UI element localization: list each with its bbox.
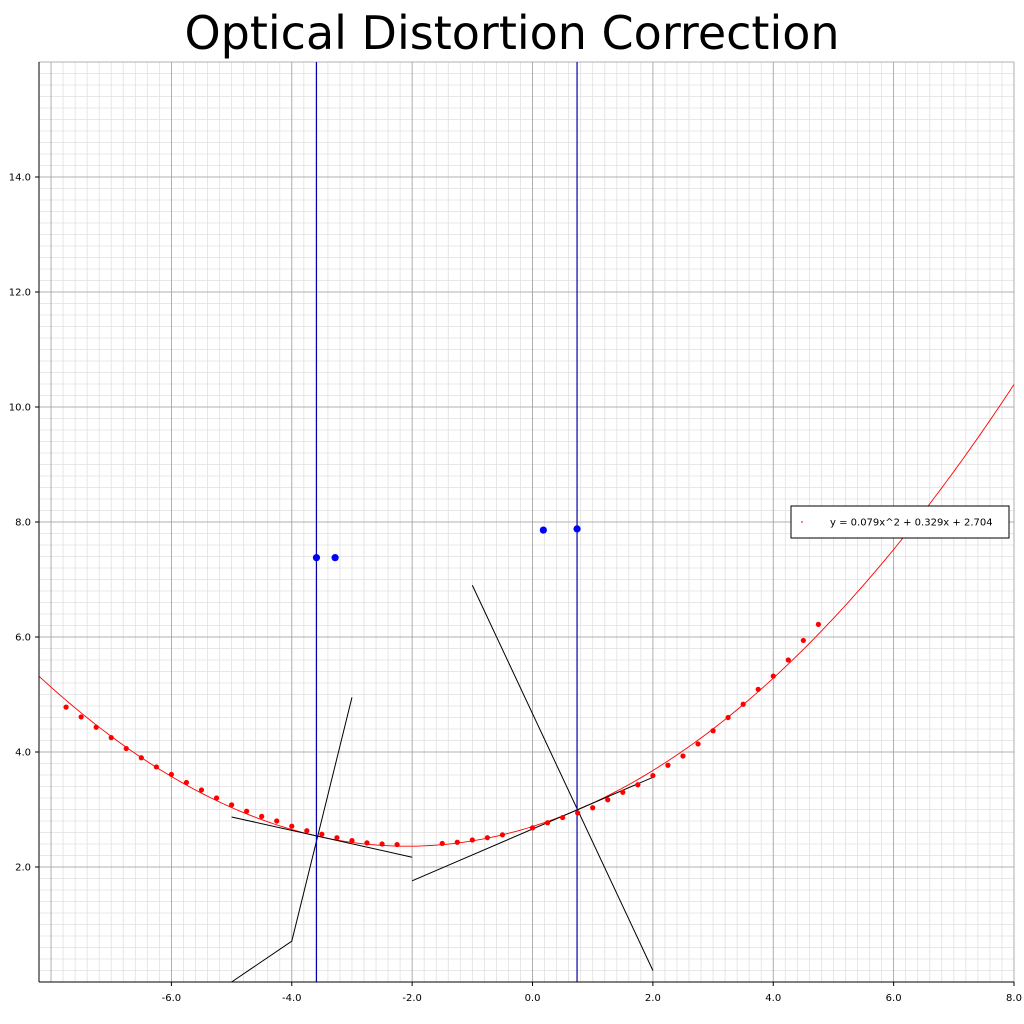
sample-point	[274, 818, 280, 824]
sample-point	[770, 673, 776, 679]
y-tick-label: 8.0	[15, 518, 31, 529]
sample-point	[665, 762, 671, 768]
sample-point	[364, 840, 370, 846]
legend-box	[790, 505, 1010, 539]
sample-point	[529, 825, 536, 831]
sample-point	[78, 714, 84, 720]
sample-point	[605, 797, 611, 803]
black-segments	[231, 585, 654, 983]
fit-curve-line	[38, 384, 1015, 847]
sample-point	[620, 789, 626, 795]
sample-point	[198, 787, 205, 793]
sample-point	[484, 835, 490, 841]
sample-point	[123, 745, 129, 752]
sample-point	[168, 771, 175, 778]
sample-point	[590, 805, 596, 811]
sample-point	[815, 621, 821, 627]
sample-point	[635, 782, 641, 788]
sample-point	[454, 839, 460, 845]
x-tick-label: -4.0	[282, 993, 302, 1004]
x-tick-label: 2.0	[645, 993, 661, 1004]
blue-marker	[312, 554, 321, 562]
sample-point	[93, 724, 99, 730]
legend: y = 0.079x^2 + 0.329x + 2.704	[790, 505, 1010, 539]
sample-point	[785, 657, 791, 663]
sample-point	[710, 728, 716, 734]
black-segment	[231, 816, 413, 858]
sample-point	[695, 741, 701, 747]
sample-point	[108, 735, 114, 741]
sample-point	[244, 808, 250, 814]
x-tick-label: 6.0	[886, 993, 902, 1004]
y-tick-label: 10.0	[9, 403, 31, 414]
sample-point	[334, 835, 340, 841]
sample-point	[213, 795, 220, 801]
y-tick-label: 12.0	[9, 288, 31, 299]
sample-point	[304, 828, 310, 834]
black-segment	[231, 697, 353, 983]
sample-point	[379, 841, 385, 847]
blue-marker	[573, 525, 581, 533]
sample-point	[63, 704, 69, 710]
sample-point	[800, 637, 806, 644]
y-tick-label: 2.0	[15, 863, 31, 874]
sample-point	[755, 686, 761, 692]
x-tick-label: -6.0	[162, 993, 182, 1004]
blue-markers	[312, 525, 581, 562]
sample-point	[319, 831, 325, 837]
y-tick-label: 14.0	[9, 173, 31, 184]
sample-point	[560, 814, 566, 821]
sample-point	[349, 837, 355, 844]
sample-point	[394, 841, 400, 848]
x-tick-labels: -6.0 -4.0 -2.0 0.0 2.0 4.0 6.0 8.0	[162, 982, 1022, 1004]
vertical-lines	[315, 62, 578, 982]
x-tick-label: -2.0	[402, 993, 422, 1004]
sample-point	[725, 714, 731, 721]
blue-marker	[539, 526, 547, 534]
blue-marker	[331, 554, 339, 562]
sample-point	[259, 813, 265, 820]
sample-point	[650, 772, 656, 779]
black-segment	[471, 585, 654, 971]
x-tick-label: 4.0	[765, 993, 781, 1004]
sample-point	[138, 755, 144, 761]
chart-title: Optical Distortion Correction	[184, 6, 840, 60]
sample-point	[183, 779, 190, 786]
sample-point	[439, 840, 445, 847]
fit-curve	[38, 384, 1015, 847]
sample-point	[575, 810, 581, 816]
sample-point	[680, 753, 686, 759]
y-tick-label: 6.0	[15, 633, 31, 644]
sample-point	[544, 820, 551, 826]
y-tick-labels: 2.0 4.0 6.0 8.0 10.0 12.0 14.0	[9, 173, 39, 874]
sample-point	[469, 837, 475, 843]
sample-point	[740, 701, 746, 707]
x-tick-label: 8.0	[1006, 993, 1022, 1004]
sample-points	[63, 621, 821, 848]
sample-point	[228, 802, 235, 808]
sample-point	[499, 832, 506, 838]
y-tick-label: 4.0	[15, 748, 31, 759]
legend-label: y = 0.079x^2 + 0.329x + 2.704	[830, 518, 993, 529]
x-tick-label: 0.0	[525, 993, 541, 1004]
sample-point	[289, 823, 295, 829]
sample-point	[153, 764, 159, 770]
